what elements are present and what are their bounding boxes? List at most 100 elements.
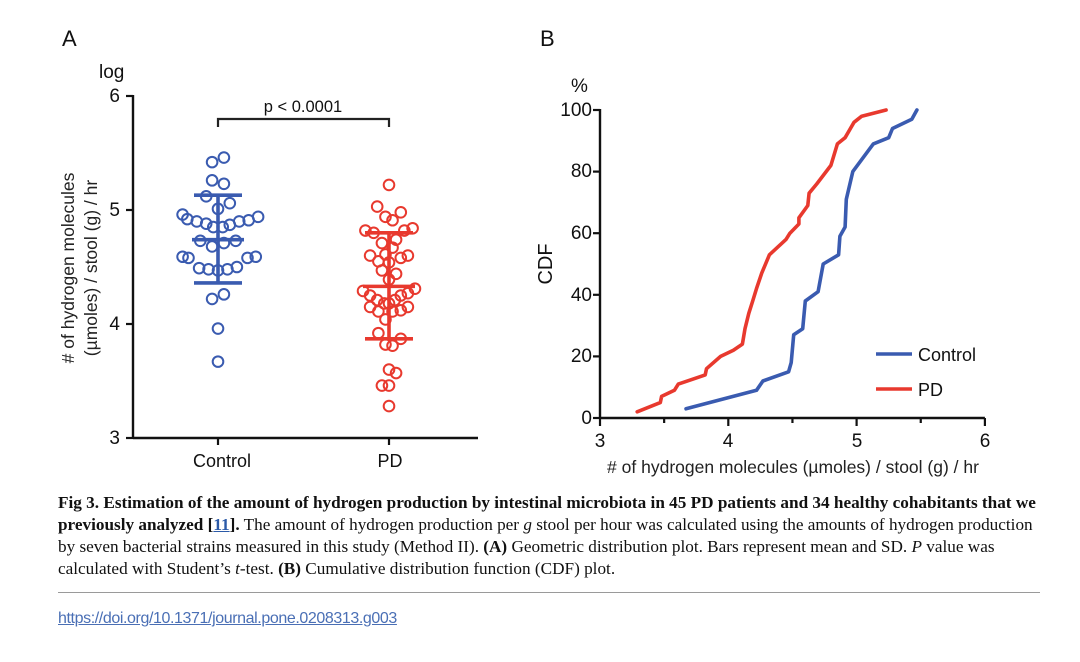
pd-data-point: [394, 205, 408, 219]
y-tick-label-40: 40: [571, 285, 592, 306]
fig-label: Fig 3.: [58, 493, 100, 512]
pd-data-point: [382, 399, 396, 413]
control-data-point: [249, 250, 263, 264]
control-data-point: [182, 251, 195, 265]
panel-b-tick-labels: 0 20 40 60 80 100 3 4 5 6: [560, 100, 990, 452]
figure: A log # of hydrogen molecules (µmoles) /…: [58, 26, 990, 477]
legend-label-control: Control: [918, 345, 976, 365]
control-data-point: [230, 260, 244, 274]
y-unit-label-percent: %: [571, 76, 588, 97]
x-tick-label-4: 4: [723, 431, 734, 452]
caption-b-label: (B): [278, 559, 301, 578]
pd-data-point: [389, 366, 403, 380]
ref-open: [: [207, 515, 214, 534]
p-value-label: p < 0.0001: [264, 98, 342, 116]
x-tick-label-6: 6: [980, 431, 991, 452]
control-data-point: [241, 251, 254, 265]
y-tick-label-80: 80: [571, 161, 592, 182]
legend-label-pd: PD: [918, 380, 943, 400]
control-data-point: [217, 288, 231, 301]
caption-title-text: Estimation of the amount of hydrogen pro…: [58, 493, 1036, 534]
caption-divider: [58, 592, 1040, 593]
x-tick-label-3: 3: [595, 431, 606, 452]
caption-body-2: stool per hour was calculated using the …: [58, 515, 1033, 556]
y-tick-label-20: 20: [571, 346, 592, 367]
control-data-point: [217, 177, 231, 191]
figure-caption: Fig 3. Estimation of the amount of hydro…: [58, 492, 1048, 580]
control-data-point: [199, 217, 213, 230]
caption-a-text-1: Geometric distribution plot. Bars repres…: [507, 537, 912, 556]
pd-data-point: [370, 200, 384, 213]
pd-data-point: [401, 249, 415, 262]
pd-data-point: [401, 300, 415, 314]
control-cdf-line: [684, 108, 919, 411]
y-axis-label-line2: (µmoles) / stool (g) / hr: [81, 180, 101, 357]
control-data-point: [205, 240, 219, 253]
control-data-point: [251, 210, 265, 224]
pd-data-point: [375, 264, 389, 277]
y-tick-label-6: 6: [109, 86, 120, 107]
caption-italic-p: P: [911, 537, 922, 556]
ref-close: ].: [229, 515, 240, 534]
panel-label-a: A: [62, 26, 77, 51]
pd-data-point: [382, 178, 396, 192]
x-category-label-control: Control: [193, 451, 251, 471]
caption-a-text-2: value was calculated with Student’s: [58, 537, 995, 578]
control-data-point: [211, 355, 225, 368]
pd-data-point: [363, 249, 377, 262]
caption-body-1: The amount of hydrogen production per: [239, 515, 524, 534]
y-tick-label-60: 60: [571, 223, 592, 244]
panel-a-tick-labels: 3 4 5 6 Control PD: [109, 86, 402, 471]
y-axis-label-cdf: CDF: [535, 243, 557, 284]
control-data-point: [217, 151, 231, 164]
control-data-point: [223, 196, 237, 210]
pd-data-point: [375, 236, 389, 250]
pd-data-point: [389, 267, 403, 281]
caption-b-text: Cumulative distribution function (CDF) p…: [300, 559, 616, 578]
panel-a: A log # of hydrogen molecules (µmoles) /…: [58, 26, 478, 471]
panel-b-axes: [593, 108, 987, 426]
caption-title: Fig 3. Estimation of the amount of hydro…: [58, 493, 1036, 534]
caption-a-label: (A): [483, 537, 508, 556]
bracket-line: [216, 117, 391, 127]
legend: Control PD: [876, 345, 976, 400]
caption-italic-t: t: [235, 559, 240, 578]
control-data-point: [205, 292, 219, 306]
y-tick-label-100: 100: [560, 100, 592, 121]
x-axis-label: # of hydrogen molecules (µmoles) / stool…: [607, 457, 979, 477]
panel-b: B % CDF # of hydrogen molecules (µmoles)…: [535, 26, 990, 477]
pd-data-point: [394, 251, 408, 265]
reference-link-11[interactable]: 11: [213, 515, 230, 534]
y-axis-label-line1: # of hydrogen molecules: [58, 172, 78, 363]
x-tick-label-5: 5: [852, 431, 863, 452]
pd-data-point: [386, 339, 399, 352]
x-category-label-pd: PD: [377, 451, 402, 471]
panel-a-axes: [126, 94, 478, 445]
panel-b-cdf-lines: [635, 108, 919, 414]
pd-cdf-line: [635, 108, 888, 414]
panel-label-b: B: [540, 26, 555, 51]
pd-data-point: [382, 379, 396, 392]
caption-a-text-3: -test.: [239, 559, 279, 578]
panel-a-error-bars: [192, 193, 415, 341]
pd-data-point: [372, 305, 385, 318]
pd-data-point: [386, 213, 399, 227]
pd-data-point: [394, 304, 408, 317]
control-data-point: [205, 155, 219, 169]
control-data-point: [205, 174, 219, 187]
control-data-point: [202, 262, 215, 276]
y-tick-label-0: 0: [581, 408, 592, 429]
significance-bracket: p < 0.0001: [216, 98, 391, 127]
caption-italic-g: g: [523, 515, 532, 534]
control-data-point: [192, 261, 206, 275]
control-data-point: [232, 215, 246, 228]
pd-data-point: [359, 224, 372, 237]
y-tick-label-5: 5: [109, 200, 120, 221]
pd-data-point: [379, 210, 392, 224]
pd-data-point: [398, 224, 411, 237]
control-data-point: [176, 250, 189, 264]
doi-link[interactable]: https://doi.org/10.1371/journal.pone.020…: [58, 610, 397, 627]
y-tick-label-3: 3: [109, 428, 120, 449]
pd-data-point: [372, 326, 385, 340]
y-unit-label: log: [99, 62, 124, 83]
